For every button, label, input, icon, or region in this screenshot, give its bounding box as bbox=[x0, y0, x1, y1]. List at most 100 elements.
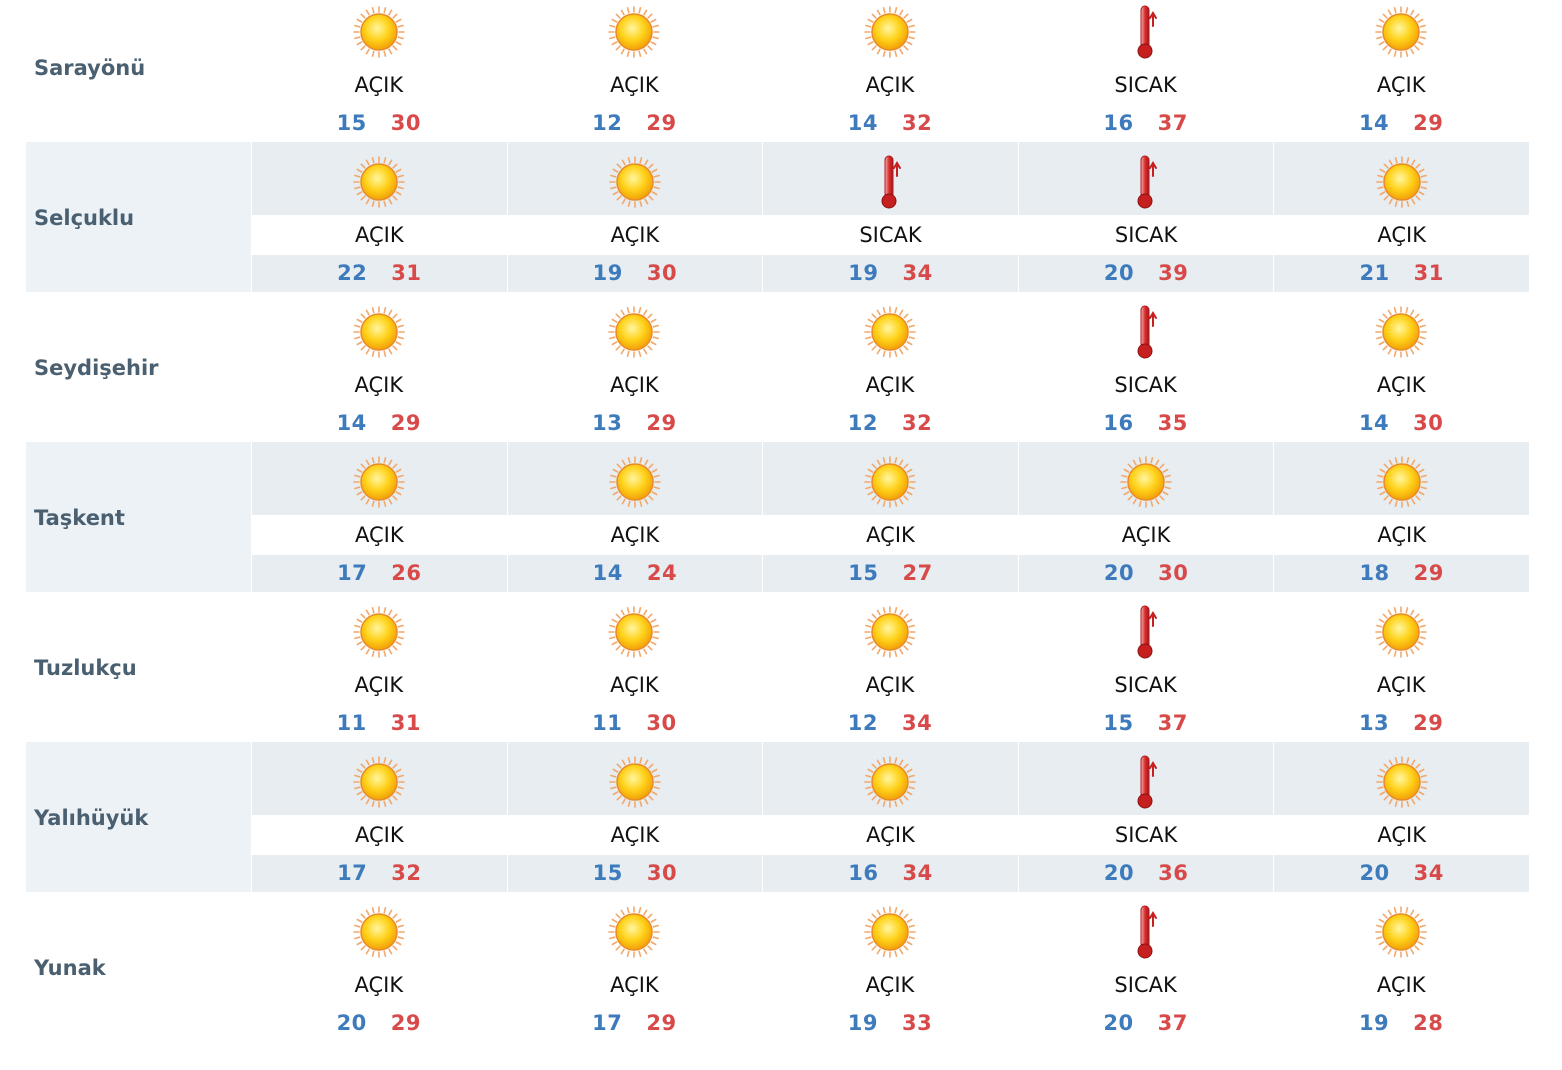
city-name[interactable]: Seydişehir bbox=[34, 356, 159, 380]
condition-label: AÇIK bbox=[354, 673, 404, 697]
sun-icon bbox=[606, 304, 662, 360]
max-temp: 29 bbox=[1413, 711, 1444, 735]
min-temp: 20 bbox=[1103, 1011, 1134, 1035]
condition-label: SICAK bbox=[1114, 373, 1177, 397]
condition-label: AÇIK bbox=[865, 373, 915, 397]
condition-label: AÇIK bbox=[610, 373, 659, 397]
min-temp: 18 bbox=[1359, 561, 1390, 585]
sun-icon bbox=[607, 754, 663, 810]
min-temp: 15 bbox=[848, 561, 879, 585]
sun-icon bbox=[351, 604, 407, 660]
max-temp: 32 bbox=[391, 861, 422, 885]
min-temp: 13 bbox=[592, 411, 623, 435]
sun-icon bbox=[862, 304, 918, 360]
max-temp: 34 bbox=[902, 261, 933, 285]
sun-icon bbox=[607, 454, 663, 510]
max-temp: 30 bbox=[646, 711, 677, 735]
condition-label: AÇIK bbox=[610, 823, 660, 847]
condition-label: AÇIK bbox=[1377, 523, 1426, 547]
max-temp: 33 bbox=[901, 1011, 933, 1035]
day-cell: AÇIK 12 32 bbox=[762, 292, 1018, 442]
min-temp: 19 bbox=[592, 261, 623, 285]
temperature-range: 16 37 bbox=[1018, 111, 1274, 135]
condition-label: SICAK bbox=[1114, 823, 1178, 847]
temperature-range: 15 37 bbox=[1018, 711, 1274, 735]
max-temp: 29 bbox=[1413, 111, 1444, 135]
max-temp: 36 bbox=[1158, 861, 1189, 885]
city-cell: Tuzlukçu bbox=[26, 592, 251, 742]
min-temp: 14 bbox=[336, 411, 367, 435]
day-cell: AÇIK 11 30 bbox=[507, 592, 763, 742]
condition-label: AÇIK bbox=[610, 673, 659, 697]
temperature-range: 20 39 bbox=[1019, 261, 1274, 285]
forecast-row: Taşkent AÇIK 17 26 AÇIK 14 24 AÇIK 15 27 bbox=[26, 442, 1529, 592]
condition-label: SICAK bbox=[1114, 973, 1177, 997]
city-cell: Seydişehir bbox=[26, 292, 251, 442]
min-temp: 20 bbox=[1103, 561, 1135, 585]
min-temp: 19 bbox=[847, 1011, 878, 1035]
temperature-range: 20 30 bbox=[1019, 561, 1274, 585]
condition-label: AÇIK bbox=[354, 823, 404, 847]
forecast-table: Sarayönü AÇIK 15 30 AÇIK 12 29 AÇIK 14 32 bbox=[26, 0, 1529, 1042]
day-cell: AÇIK 11 31 bbox=[251, 592, 507, 742]
temperature-range: 20 37 bbox=[1018, 1011, 1274, 1035]
condition-label: SICAK bbox=[1114, 223, 1178, 247]
day-cell: AÇIK 17 29 bbox=[507, 892, 763, 1042]
day-cell: AÇIK 12 29 bbox=[507, 0, 763, 142]
thermometer-icon bbox=[1118, 154, 1174, 210]
min-temp: 15 bbox=[336, 111, 367, 135]
min-temp: 14 bbox=[592, 561, 623, 585]
city-name[interactable]: Yalıhüyük bbox=[34, 806, 149, 830]
min-temp: 16 bbox=[1103, 111, 1134, 135]
thermometer-icon bbox=[1118, 304, 1174, 360]
city-name[interactable]: Taşkent bbox=[34, 506, 125, 530]
day-cell: SICAK 20 36 bbox=[1017, 742, 1274, 892]
condition-label: AÇIK bbox=[610, 973, 659, 997]
temperature-range: 16 35 bbox=[1018, 411, 1274, 435]
max-temp: 31 bbox=[391, 261, 422, 285]
temperature-range: 12 32 bbox=[762, 411, 1018, 435]
sun-icon bbox=[862, 904, 918, 960]
min-temp: 14 bbox=[1358, 411, 1390, 435]
temperature-range: 14 29 bbox=[251, 411, 507, 435]
day-cell: SICAK 20 39 bbox=[1017, 142, 1274, 292]
min-temp: 20 bbox=[1359, 861, 1390, 885]
max-temp: 26 bbox=[391, 561, 422, 585]
day-cell: AÇIK 14 32 bbox=[762, 0, 1018, 142]
city-name[interactable]: Yunak bbox=[34, 956, 106, 980]
city-cell: Selçuklu bbox=[26, 142, 251, 292]
city-name[interactable]: Selçuklu bbox=[34, 206, 135, 230]
min-temp: 14 bbox=[847, 111, 878, 135]
sun-icon bbox=[351, 454, 407, 510]
day-cell: AÇIK 15 27 bbox=[762, 442, 1018, 592]
sun-icon bbox=[862, 454, 918, 510]
day-cell: AÇIK 13 29 bbox=[507, 292, 763, 442]
city-cell: Sarayönü bbox=[26, 0, 251, 142]
max-temp: 29 bbox=[646, 411, 677, 435]
sun-icon bbox=[1373, 904, 1429, 960]
condition-label: SICAK bbox=[859, 223, 922, 247]
sun-icon bbox=[1373, 304, 1429, 360]
sun-icon bbox=[1373, 604, 1429, 660]
condition-label: AÇIK bbox=[354, 973, 404, 997]
min-temp: 13 bbox=[1358, 711, 1390, 735]
max-temp: 37 bbox=[1157, 711, 1188, 735]
day-cell: AÇIK 12 34 bbox=[762, 592, 1018, 742]
temperature-range: 14 29 bbox=[1273, 111, 1529, 135]
sun-icon bbox=[1374, 454, 1430, 510]
temperature-range: 14 30 bbox=[1273, 411, 1529, 435]
temperature-range: 15 30 bbox=[251, 111, 507, 135]
min-temp: 16 bbox=[848, 861, 879, 885]
condition-label: AÇIK bbox=[354, 223, 404, 247]
city-name[interactable]: Sarayönü bbox=[34, 56, 146, 80]
day-cell: AÇIK 13 29 bbox=[1273, 592, 1529, 742]
city-cell: Yalıhüyük bbox=[26, 742, 251, 892]
city-name[interactable]: Tuzlukçu bbox=[34, 656, 137, 680]
sun-icon bbox=[607, 154, 663, 210]
condition-label: AÇIK bbox=[865, 973, 915, 997]
min-temp: 20 bbox=[1103, 261, 1135, 285]
condition-label: AÇIK bbox=[610, 523, 660, 547]
min-temp: 21 bbox=[1359, 261, 1390, 285]
day-cell: SICAK 16 37 bbox=[1018, 0, 1274, 142]
max-temp: 29 bbox=[646, 1011, 677, 1035]
